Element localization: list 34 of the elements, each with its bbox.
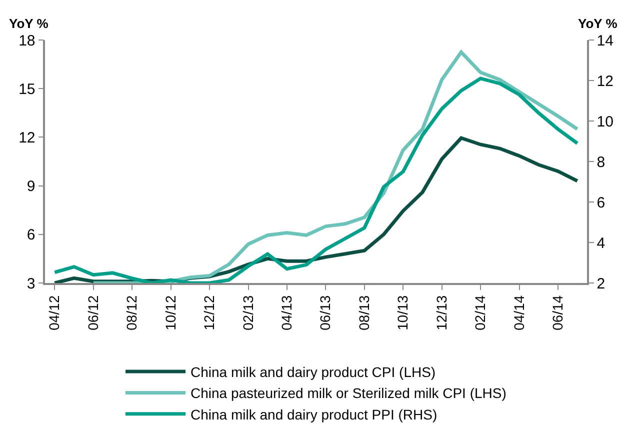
x-tick-label: 06/14 xyxy=(550,295,566,330)
y2-tick-label: 10 xyxy=(596,113,614,130)
x-tick-label: 10/12 xyxy=(162,295,178,330)
x-tick-label: 04/14 xyxy=(510,295,527,330)
y-tick-label: 15 xyxy=(18,80,36,98)
y2-tick-label: 12 xyxy=(596,72,614,90)
y2-tick-label: 14 xyxy=(596,32,614,50)
y2-tick-label: 6 xyxy=(596,194,606,212)
x-tick-label: 06/12 xyxy=(84,295,101,330)
x-tick-label: 04/13 xyxy=(278,295,295,330)
x-tick-label: 10/13 xyxy=(394,295,411,330)
line-series xyxy=(52,76,580,283)
x-tick-label: 02/14 xyxy=(472,295,488,330)
x-tick-label: 06/13 xyxy=(317,295,334,330)
y-tick-label: 12 xyxy=(18,129,36,146)
legend-label: China milk and dairy product PPI (RHS) xyxy=(190,406,438,422)
y-tick-label: 18 xyxy=(18,32,36,50)
y-tick-label: 9 xyxy=(26,178,36,196)
y2-tick-label: 8 xyxy=(596,154,606,171)
legend-label: China pasteurized milk or Sterilized milk CPI (LHS) xyxy=(190,385,506,402)
line-series xyxy=(92,50,580,283)
y-axis-title: YoY % xyxy=(9,16,49,31)
x-tick-label: 12/12 xyxy=(201,295,218,330)
legend-label: China milk and dairy product CPI (LHS) xyxy=(190,364,436,380)
x-tick-label: 08/13 xyxy=(356,295,372,330)
y-tick-label: 3 xyxy=(26,275,36,292)
y2-axis-title: YoY % xyxy=(578,16,618,31)
x-tick-label: 08/12 xyxy=(124,295,140,330)
x-tick-label: 04/12 xyxy=(46,295,62,330)
x-tick-label: 02/13 xyxy=(240,295,256,330)
y2-tick-label: 2 xyxy=(596,275,606,292)
y-tick-label: 6 xyxy=(26,226,36,244)
y2-tick-label: 4 xyxy=(596,234,606,252)
x-tick-label: 12/13 xyxy=(433,295,450,330)
